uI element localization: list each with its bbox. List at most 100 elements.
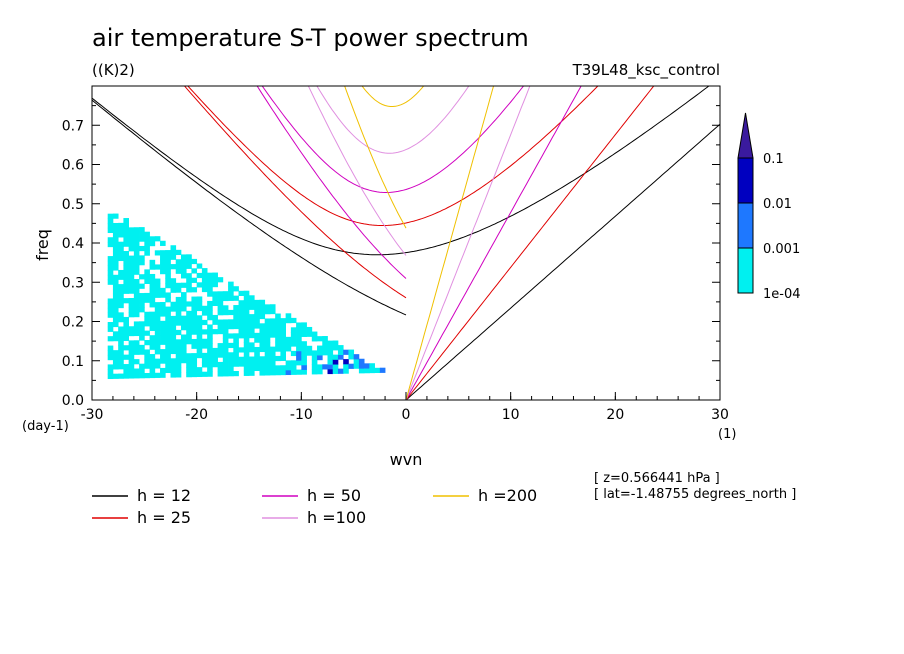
power-cell (118, 293, 124, 299)
power-cell (107, 364, 114, 370)
power-cell (128, 241, 135, 247)
power-cell (112, 227, 119, 233)
power-cell (144, 321, 150, 327)
power-cell (139, 255, 145, 261)
power-cell (112, 350, 119, 356)
power-cell (118, 326, 124, 332)
power-cell (280, 341, 286, 347)
power-cell (290, 341, 297, 347)
power-cell (154, 363, 161, 369)
power-cell (222, 324, 229, 330)
power-cell (165, 268, 171, 275)
power-cell (139, 283, 145, 289)
colorbar-segment (737, 202, 754, 249)
colorbar-label: 0.001 (763, 242, 800, 257)
power-cell (238, 319, 245, 325)
power-cell (212, 272, 218, 278)
power-cell (139, 321, 145, 327)
y-tick-label: 0.5 (62, 197, 84, 213)
power-cell (118, 302, 124, 309)
power-cell (118, 331, 124, 337)
power-cell (154, 306, 161, 313)
power-cell (128, 232, 135, 238)
power-cell (332, 359, 339, 365)
power-cell (269, 365, 276, 371)
power-cell (112, 303, 119, 309)
power-cell (207, 352, 213, 358)
power-cell (196, 282, 203, 288)
power-cell (175, 268, 182, 274)
power-cell (243, 366, 250, 372)
power-cell (154, 358, 161, 364)
power-cell (296, 355, 302, 361)
power-cell (280, 369, 286, 376)
power-cell (254, 314, 260, 320)
power-cell (154, 320, 161, 327)
power-cell (269, 327, 276, 333)
power-cell (107, 260, 114, 266)
power-cell (301, 369, 307, 375)
power-cell (133, 373, 140, 379)
power-cell (175, 344, 182, 350)
power-cell (369, 367, 375, 374)
power-cell (133, 312, 140, 318)
power-cell (112, 312, 119, 318)
power-cell (207, 329, 213, 335)
power-cell (332, 354, 339, 360)
power-cell (301, 355, 307, 361)
power-cell (186, 315, 192, 321)
power-cell (285, 360, 292, 366)
power-cell (165, 283, 171, 289)
power-cell (207, 324, 213, 330)
power-cell (222, 347, 229, 353)
power-cell (165, 363, 171, 369)
power-cell (144, 236, 150, 242)
power-cell (123, 364, 129, 370)
power-cell (128, 363, 135, 370)
power-cell (228, 342, 234, 349)
power-cell (160, 269, 166, 275)
power-cell (118, 354, 124, 360)
power-cell (259, 370, 266, 376)
power-cell (217, 361, 224, 368)
power-cell (269, 304, 276, 310)
power-cell (170, 315, 177, 322)
power-cell (180, 268, 187, 274)
power-cell (358, 358, 365, 364)
power-cell (243, 347, 250, 353)
power-cell (180, 334, 187, 340)
power-cell (254, 337, 260, 343)
power-cell (233, 347, 239, 353)
power-cell (249, 332, 255, 339)
mixed-rossby-gravity-curve (256, 86, 407, 279)
power-cell (118, 288, 124, 295)
power-cell (254, 323, 260, 329)
power-cell (254, 304, 260, 310)
power-cell (207, 315, 213, 321)
kelvin-curve (405, 86, 655, 400)
power-cell (133, 288, 140, 294)
power-cell (217, 310, 224, 316)
power-cell (144, 340, 150, 346)
power-cell (369, 363, 375, 369)
power-cell (175, 353, 182, 359)
power-shading (107, 213, 386, 380)
power-cell (207, 362, 213, 368)
power-cell (212, 314, 218, 321)
power-cell (118, 274, 124, 280)
power-cell (364, 363, 370, 369)
power-cell (207, 366, 213, 373)
power-cell (233, 333, 239, 339)
power-cell (243, 323, 250, 329)
power-cell (259, 304, 266, 310)
y-tick-label: 0.1 (62, 354, 84, 370)
power-cell (186, 273, 192, 279)
power-cell (222, 371, 229, 377)
kelvin-curve (405, 86, 495, 400)
power-cell (243, 290, 250, 296)
power-cell (170, 339, 177, 345)
power-cell (191, 371, 198, 378)
power-cell (327, 345, 334, 351)
power-cell (191, 324, 198, 331)
power-cell (196, 272, 203, 279)
